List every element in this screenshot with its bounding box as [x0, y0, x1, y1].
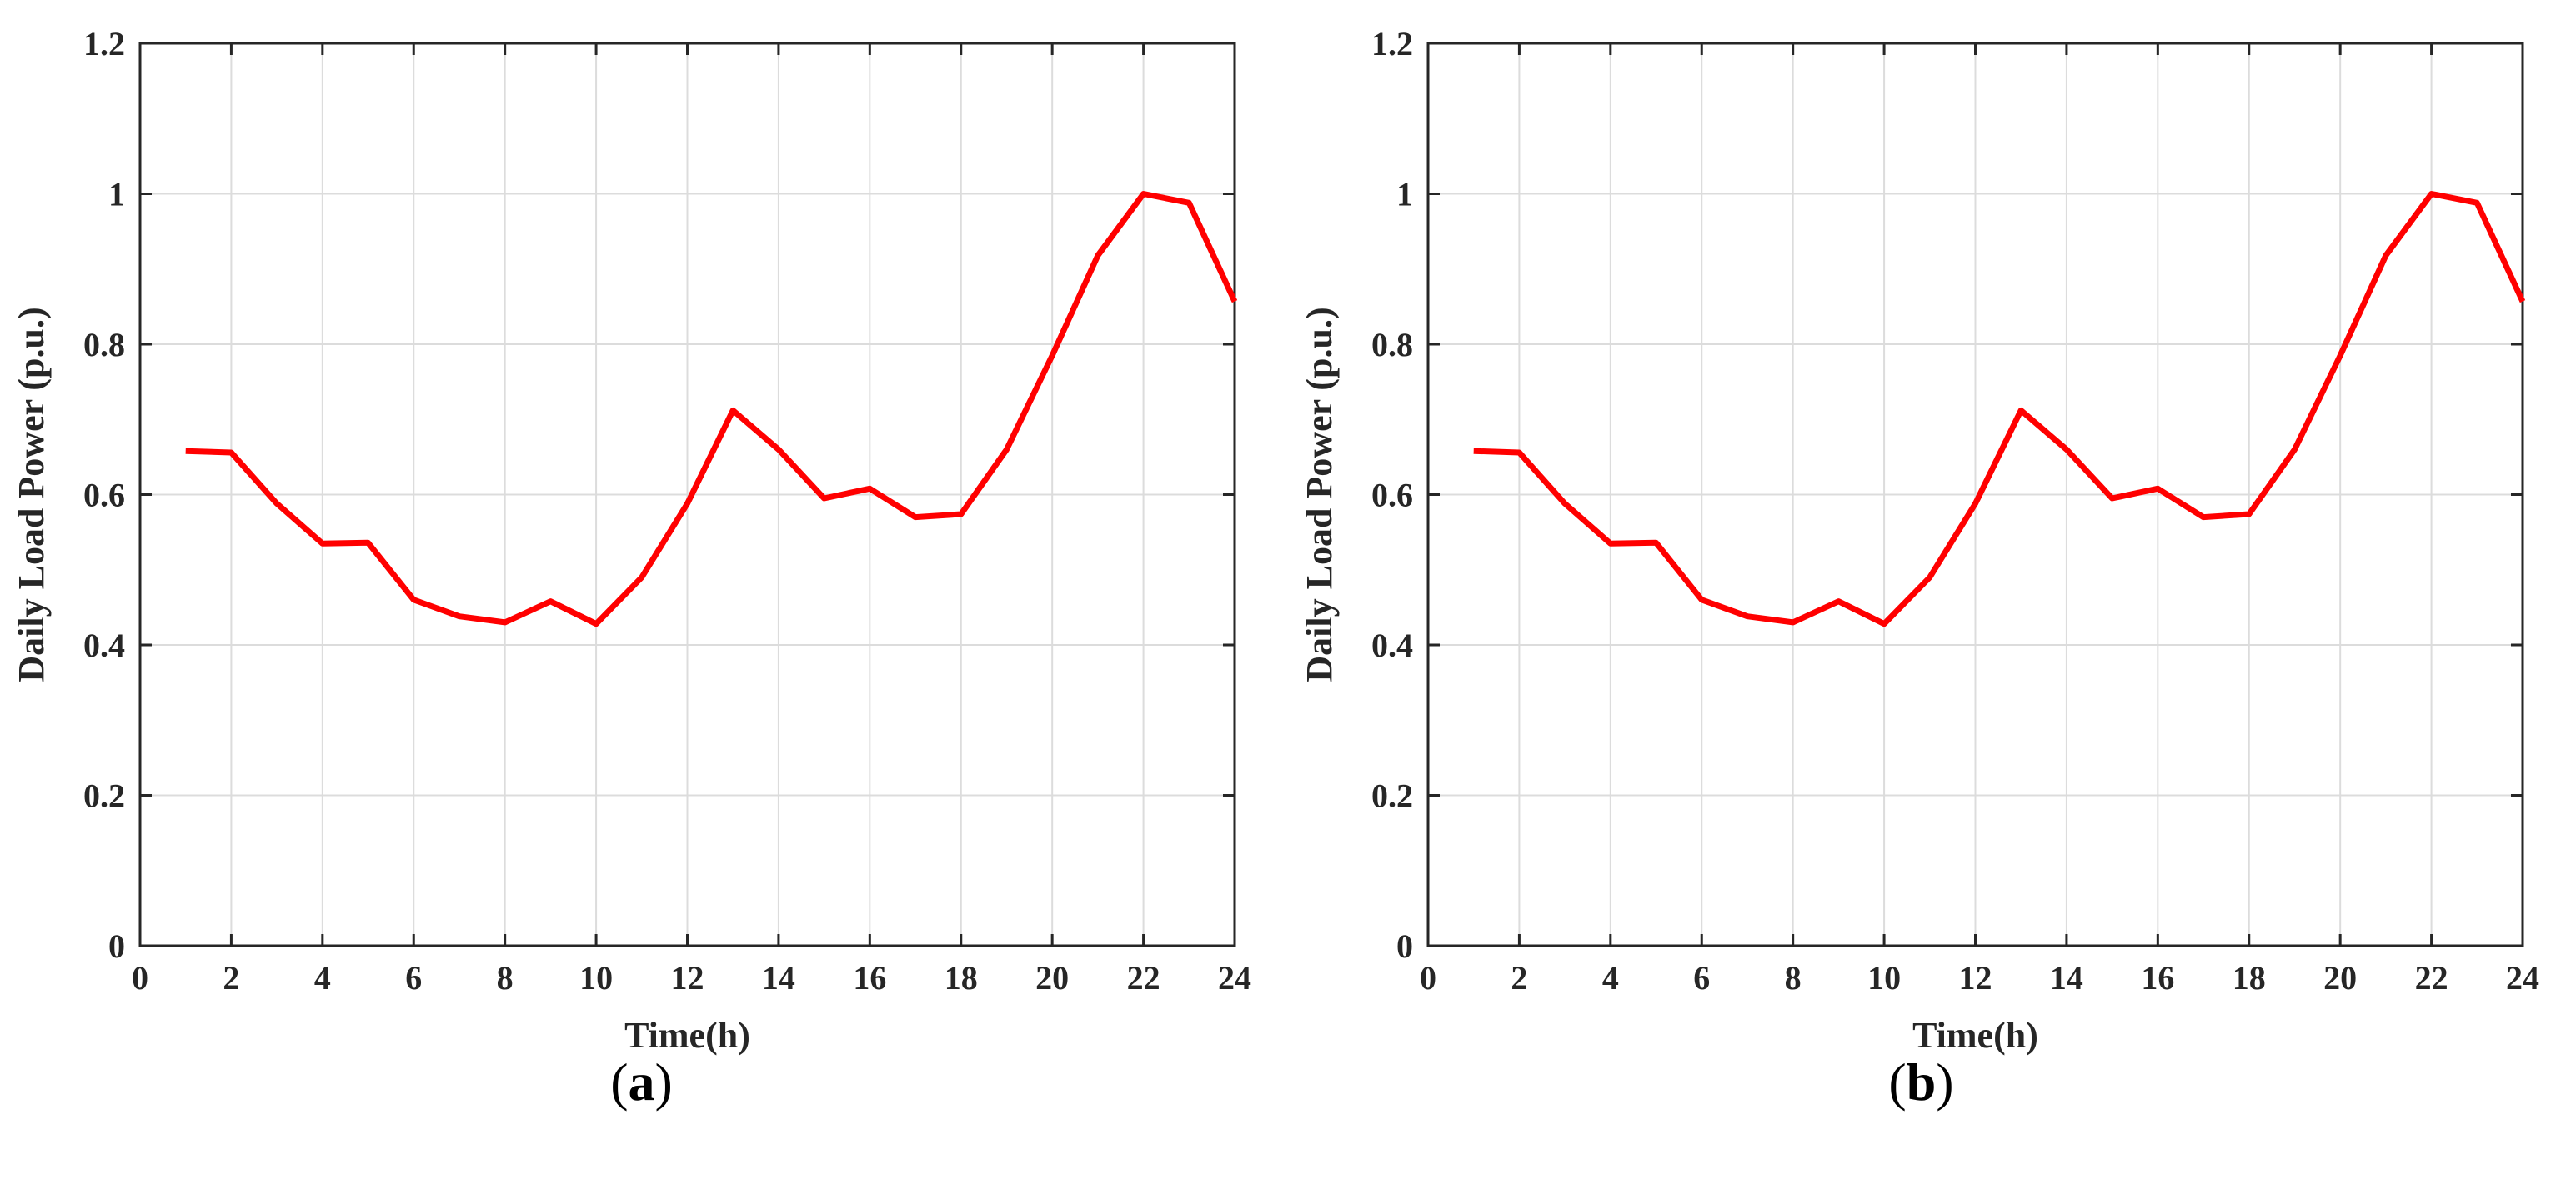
panel-caption-b: (b)	[1888, 1052, 1953, 1112]
y-tick-label: 1.2	[83, 25, 125, 62]
x-tick-label: 2	[223, 959, 239, 997]
y-tick-label: 0.8	[1371, 326, 1413, 363]
x-tick-label: 24	[2506, 959, 2539, 997]
series-line-0	[185, 191, 1238, 628]
x-axis-label: Time(h)	[1912, 1015, 2038, 1056]
y-tick-label: 0	[108, 928, 125, 965]
x-tick-labels: 0 2 4 6 8 10 12 14 16 18 20 22 24	[132, 959, 1251, 997]
chart-panel-b: 0 2 4 6 8 10 12 14 16 18 20 22 24 0 0.2 0.4 0.6 0.8 1 1.2 …	[1288, 0, 2576, 1200]
y-tick-label: 0	[1396, 928, 1413, 965]
x-tick-label: 2	[1511, 959, 1527, 997]
y-tick-label: 1	[1396, 176, 1413, 213]
plot-frame	[1426, 42, 2524, 948]
y-tick-label: 0.2	[1371, 778, 1413, 815]
y-tick-label: 0.6	[1371, 477, 1413, 514]
grid-lines	[140, 43, 1235, 946]
series-layer	[1473, 191, 2526, 628]
x-tick-label: 14	[762, 959, 795, 997]
x-tick-label: 14	[2050, 959, 2083, 997]
x-tick-label: 16	[853, 959, 886, 997]
chart-panel-a: 0 2 4 6 8 10 12 14 16 18 20 22 24 0 0.2 0.4 0.6 0.8 1 1.2 …	[11, 25, 1251, 1112]
x-tick-label: 18	[945, 959, 978, 997]
y-tick-label: 0.8	[83, 326, 125, 363]
y-tick-label: 0.6	[83, 477, 125, 514]
x-tick-label: 8	[497, 959, 514, 997]
y-tick-labels: 0 0.2 0.4 0.6 0.8 1 1.2	[83, 25, 125, 965]
x-tick-label: 12	[671, 959, 704, 997]
y-tick-labels: 0 0.2 0.4 0.6 0.8 1 1.2	[1371, 25, 1413, 965]
x-tick-label: 20	[1035, 959, 1069, 997]
x-tick-label: 20	[2323, 959, 2357, 997]
y-tick-label: 0.4	[83, 627, 125, 664]
x-tick-label: 22	[1127, 959, 1160, 997]
x-tick-label: 6	[405, 959, 422, 997]
x-tick-label: 22	[2415, 959, 2448, 997]
y-axis-label: Daily Load Power (p.u.)	[1299, 307, 1340, 682]
series-layer	[185, 191, 1238, 628]
x-tick-label: 0	[1420, 959, 1436, 997]
x-tick-label: 4	[314, 959, 331, 997]
x-tick-label: 16	[2141, 959, 2174, 997]
x-tick-labels: 0 2 4 6 8 10 12 14 16 18 20 22 24	[1420, 959, 2539, 997]
y-tick-label: 0.4	[1371, 627, 1413, 664]
chart-b: 0 2 4 6 8 10 12 14 16 18 20 22 24 00.20.40.60.811.2 …	[1299, 25, 2539, 1112]
x-axis-label: Time(h)	[624, 1015, 750, 1056]
x-tick-label: 10	[579, 959, 613, 997]
y-tick-label: 0.2	[83, 778, 125, 815]
plot-frame	[138, 42, 1236, 948]
x-tick-label: 18	[2233, 959, 2266, 997]
x-tick-label: 8	[1785, 959, 1802, 997]
y-tick-label: 1	[108, 176, 125, 213]
x-tick-label: 12	[1959, 959, 1992, 997]
x-tick-label: 10	[1867, 959, 1901, 997]
x-tick-label: 4	[1602, 959, 1619, 997]
chart-a: 0 2 4 6 8 10 12 14 16 18 20 22 24 00.20.40.60.811.2 …	[11, 25, 1251, 1112]
series-line-0	[1473, 191, 2526, 628]
x-tick-label: 0	[132, 959, 148, 997]
panel-caption-a: (a)	[610, 1052, 673, 1112]
grid-lines	[1428, 43, 2523, 946]
x-tick-label: 24	[1218, 959, 1251, 997]
x-tick-label: 6	[1693, 959, 1710, 997]
y-axis-label: Daily Load Power (p.u.)	[11, 307, 52, 682]
y-tick-label: 1.2	[1371, 25, 1413, 62]
